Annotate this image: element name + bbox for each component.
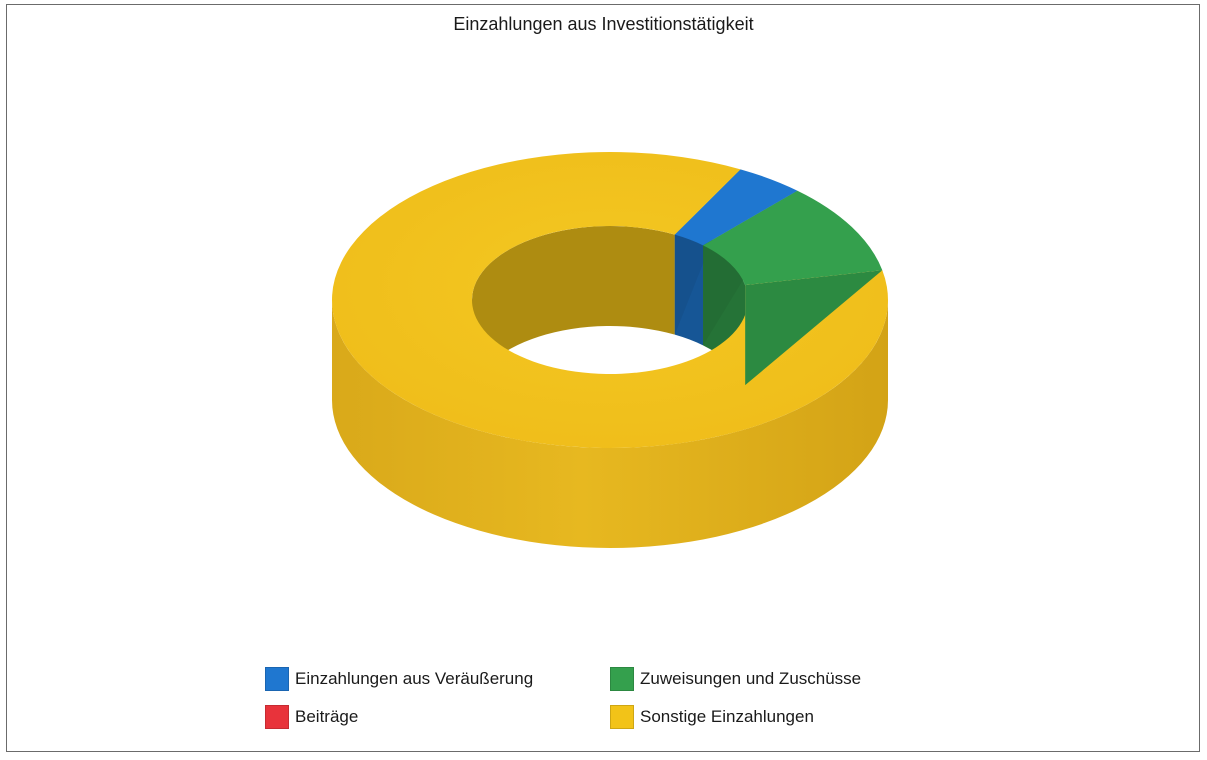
legend-swatch-sonstige: [610, 705, 634, 729]
legend-label-beitraege: Beiträge: [295, 707, 359, 726]
outer-wall-slice-3: [332, 300, 888, 548]
legend-item-sonstige: Sonstige Einzahlungen: [610, 704, 814, 730]
legend-swatch-veraeusserung: [265, 667, 289, 691]
legend-item-zuweisungen: Zuweisungen und Zuschüsse: [610, 666, 861, 692]
legend-item-veraeusserung: Einzahlungen aus Veräußerung: [265, 666, 533, 692]
legend-item-beitraege: Beiträge: [265, 704, 358, 730]
legend-label-veraeusserung: Einzahlungen aus Veräußerung: [295, 669, 534, 688]
cut-face-slice-0: [674, 169, 741, 335]
legend-label-zuweisungen: Zuweisungen und Zuschüsse: [640, 669, 862, 688]
legend-swatch-beitraege: [265, 705, 289, 729]
top-face-slice-1: [703, 190, 883, 286]
legend-label-sonstige: Sonstige Einzahlungen: [640, 707, 814, 726]
top-face-slice-0: [674, 169, 798, 246]
cut-face-end-slice-1: [745, 270, 883, 386]
chart-title: Einzahlungen aus Investitionstätigkeit: [453, 14, 754, 34]
legend-swatch-zuweisungen: [610, 667, 634, 691]
inner-wall-slice-3: [471, 225, 675, 400]
legend: Einzahlungen aus Veräußerung Zuweisungen…: [265, 666, 965, 736]
